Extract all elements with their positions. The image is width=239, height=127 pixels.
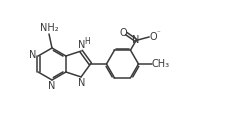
Text: N: N [78, 40, 86, 50]
Text: N: N [48, 81, 56, 91]
Text: O: O [120, 28, 127, 38]
Text: ⁻: ⁻ [156, 30, 160, 36]
Text: N: N [78, 78, 86, 88]
Text: CH₃: CH₃ [151, 59, 169, 69]
Text: H: H [84, 37, 90, 46]
Text: NH₂: NH₂ [40, 23, 58, 33]
Text: O: O [149, 32, 157, 42]
Text: N: N [29, 50, 37, 60]
Text: N: N [132, 35, 140, 45]
